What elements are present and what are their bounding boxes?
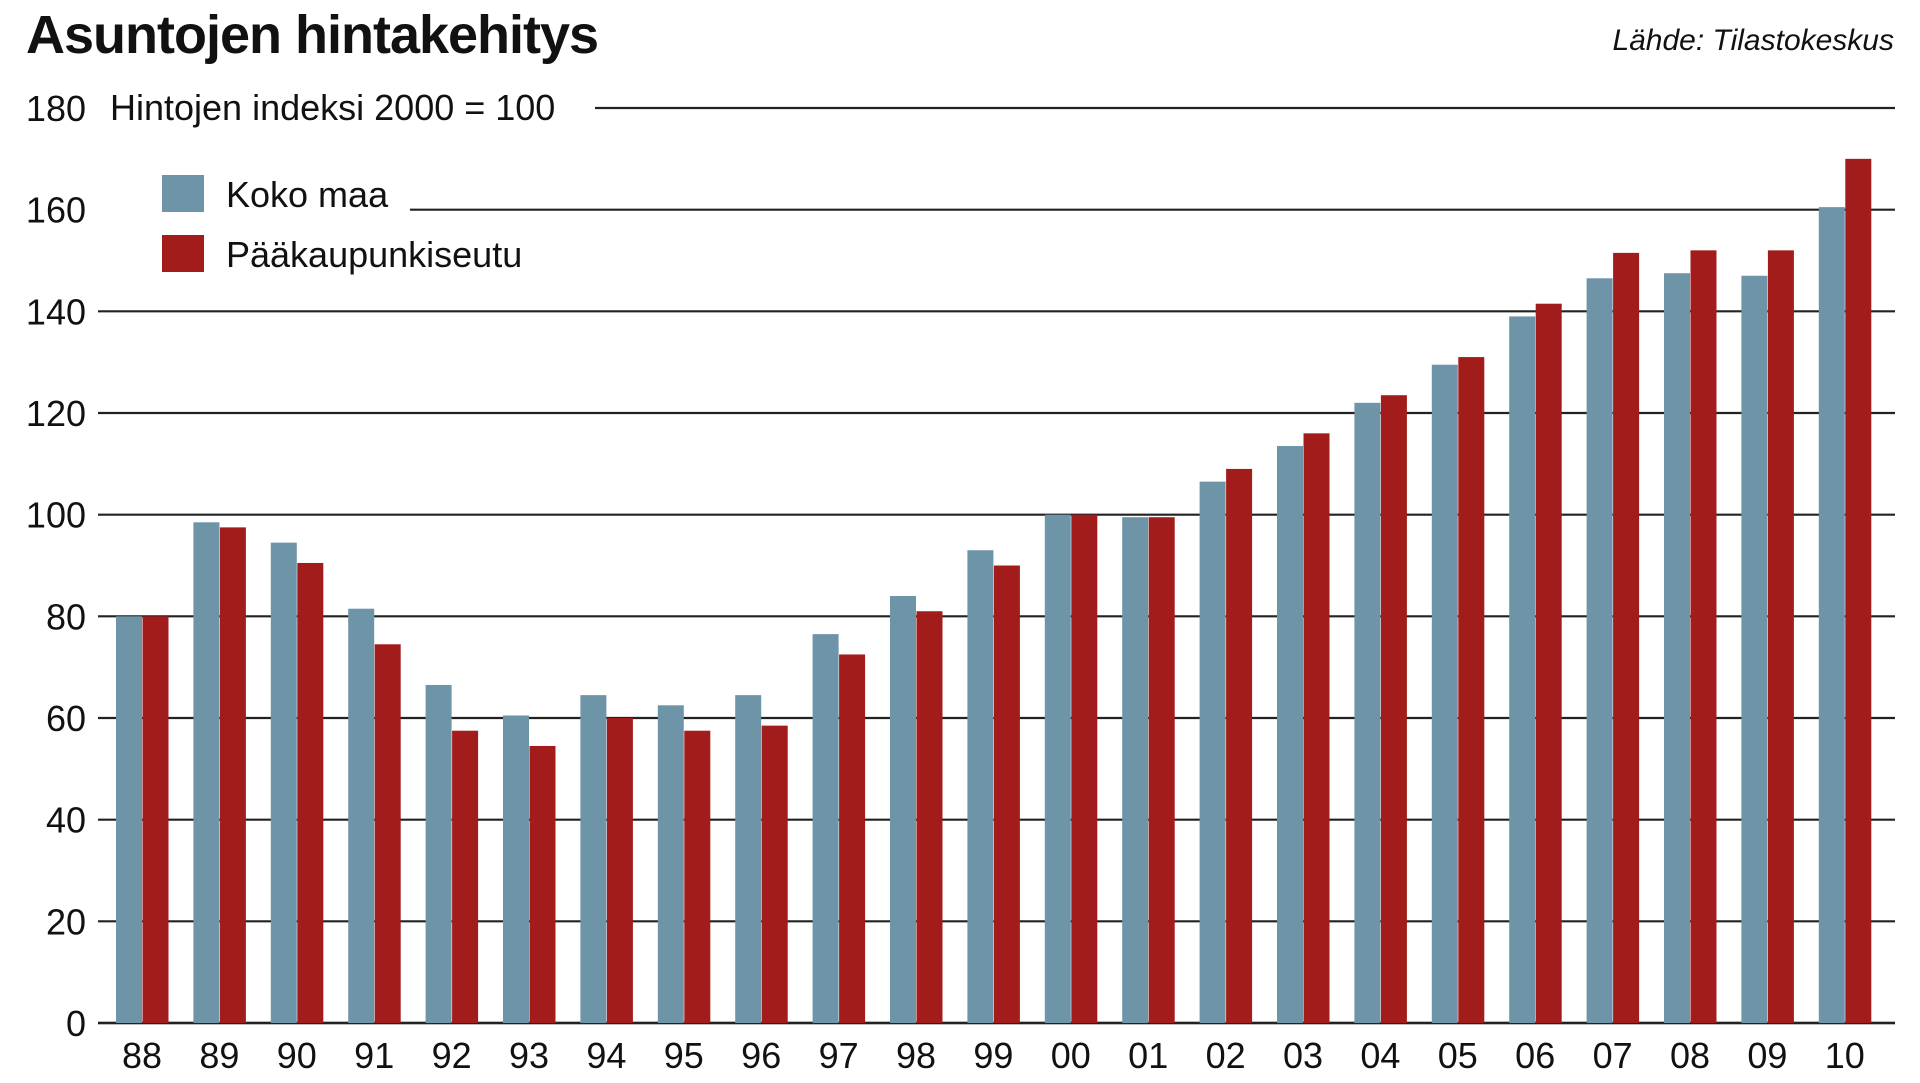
bar-koko-maa-93 <box>503 715 529 1023</box>
x-tick-label: 00 <box>1051 1035 1091 1076</box>
bar-koko-maa-09 <box>1741 275 1768 1023</box>
chart-title: Asuntojen hintakehitys <box>26 5 599 65</box>
y-tick-label: 80 <box>46 596 86 637</box>
legend-label-1: Pääkaupunkiseutu <box>226 234 522 275</box>
x-tick-label: 06 <box>1515 1035 1555 1076</box>
legend-label-0: Koko maa <box>226 174 389 215</box>
bar-paakaupunkiseutu-05 <box>1458 357 1485 1023</box>
bar-koko-maa-08 <box>1664 273 1690 1023</box>
bar-koko-maa-10 <box>1818 207 1845 1023</box>
y-tick-label: 120 <box>26 393 86 434</box>
bar-koko-maa-92 <box>425 684 452 1023</box>
bar-paakaupunkiseutu-01 <box>1148 517 1175 1023</box>
bar-paakaupunkiseutu-96 <box>761 725 788 1023</box>
x-tick-label: 91 <box>354 1035 394 1076</box>
bar-koko-maa-06 <box>1509 316 1536 1024</box>
bar-koko-maa-94 <box>580 695 607 1023</box>
y-tick-label: 40 <box>46 800 86 841</box>
x-tick-label: 98 <box>896 1035 936 1076</box>
bar-paakaupunkiseutu-90 <box>297 562 324 1023</box>
bar-paakaupunkiseutu-08 <box>1690 250 1717 1024</box>
bar-koko-maa-89 <box>193 522 220 1023</box>
y-tick-label: 60 <box>46 698 86 739</box>
bar-koko-maa-01 <box>1122 517 1149 1023</box>
bar-koko-maa-02 <box>1199 481 1226 1023</box>
y-tick-label: 160 <box>26 190 86 231</box>
bar-koko-maa-99 <box>967 550 994 1023</box>
bar-koko-maa-98 <box>890 596 916 1023</box>
x-tick-label: 02 <box>1206 1035 1246 1076</box>
bar-koko-maa-05 <box>1431 364 1458 1023</box>
bar-paakaupunkiseutu-04 <box>1380 395 1407 1023</box>
x-tick-label: 99 <box>973 1035 1013 1076</box>
bar-paakaupunkiseutu-89 <box>219 527 246 1023</box>
x-tick-label: 95 <box>664 1035 704 1076</box>
bar-paakaupunkiseutu-06 <box>1535 303 1562 1023</box>
x-tick-label: 92 <box>432 1035 472 1076</box>
y-tick-label: 20 <box>46 901 86 942</box>
bar-paakaupunkiseutu-02 <box>1226 468 1253 1024</box>
bar-koko-maa-96 <box>735 695 762 1023</box>
y-tick-label: 140 <box>26 291 86 332</box>
x-tick-label: 97 <box>819 1035 859 1076</box>
y-axis-ticks: 0 20 40 60 80 100 120 140 160 180 <box>26 88 86 1044</box>
bar-koko-maa-90 <box>270 542 297 1023</box>
source-note: Lähde: Tilastokeskus <box>1612 24 1894 57</box>
x-tick-label: 08 <box>1670 1035 1710 1076</box>
bar-koko-maa-88 <box>116 616 142 1023</box>
y-tick-label: 0 <box>66 1003 86 1044</box>
bar-paakaupunkiseutu-92 <box>452 730 479 1023</box>
bar-koko-maa-07 <box>1586 278 1613 1024</box>
bar-paakaupunkiseutu-99 <box>993 565 1020 1023</box>
bar-paakaupunkiseutu-07 <box>1613 252 1640 1023</box>
bar-koko-maa-95 <box>657 705 684 1023</box>
bar-koko-maa-00 <box>1044 514 1071 1023</box>
x-tick-label: 03 <box>1283 1035 1323 1076</box>
x-axis-ticks: 88 89 90 91 92 93 94 95 96 97 98 99 00 01 02 03 04 05 06 07… <box>122 1035 1865 1076</box>
bar-paakaupunkiseutu-91 <box>374 644 401 1023</box>
bar-paakaupunkiseutu-00 <box>1071 514 1098 1023</box>
x-tick-label: 07 <box>1593 1035 1633 1076</box>
bar-paakaupunkiseutu-97 <box>839 654 866 1023</box>
x-tick-label: 96 <box>741 1035 781 1076</box>
x-tick-label: 90 <box>277 1035 317 1076</box>
x-tick-label: 94 <box>586 1035 626 1076</box>
bar-paakaupunkiseutu-10 <box>1845 158 1872 1024</box>
legend-swatch-0 <box>162 175 204 212</box>
bar-paakaupunkiseutu-95 <box>684 730 711 1023</box>
y-tick-label: 100 <box>26 495 86 536</box>
bar-koko-maa-97 <box>812 634 839 1023</box>
bar-paakaupunkiseutu-09 <box>1767 250 1794 1024</box>
legend: Koko maa Pääkaupunkiseutu <box>162 174 522 275</box>
x-tick-label: 09 <box>1747 1035 1787 1076</box>
bar-koko-maa-03 <box>1277 446 1303 1024</box>
legend-swatch-1 <box>162 235 204 272</box>
bar-koko-maa-04 <box>1354 402 1381 1023</box>
bar-paakaupunkiseutu-98 <box>916 611 943 1023</box>
y-tick-label: 180 <box>26 88 86 129</box>
x-tick-label: 10 <box>1825 1035 1865 1076</box>
bar-paakaupunkiseutu-94 <box>606 718 633 1023</box>
x-tick-label: 04 <box>1360 1035 1400 1076</box>
x-tick-label: 88 <box>122 1035 162 1076</box>
bars <box>116 158 1872 1024</box>
x-tick-label: 05 <box>1438 1035 1478 1076</box>
chart-subtitle: Hintojen indeksi 2000 = 100 <box>110 87 555 128</box>
x-tick-label: 93 <box>509 1035 549 1076</box>
bar-paakaupunkiseutu-03 <box>1303 433 1330 1023</box>
bar-paakaupunkiseutu-93 <box>529 745 556 1023</box>
x-tick-label: 01 <box>1128 1035 1168 1076</box>
bar-koko-maa-91 <box>348 608 375 1023</box>
x-tick-label: 89 <box>199 1035 239 1076</box>
bar-paakaupunkiseutu-88 <box>142 616 169 1023</box>
